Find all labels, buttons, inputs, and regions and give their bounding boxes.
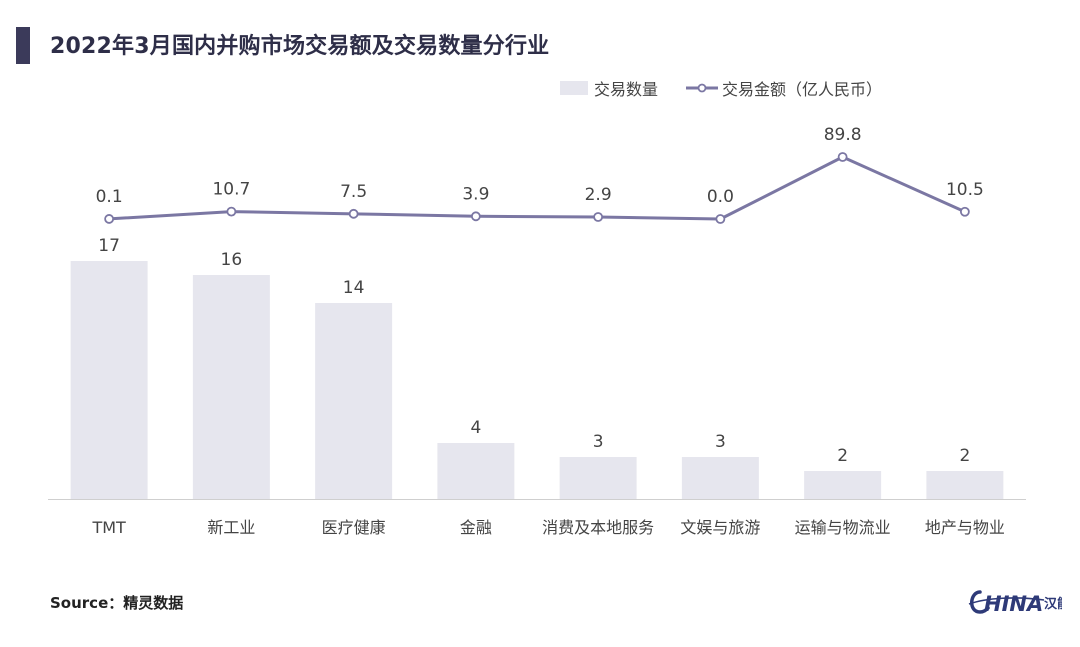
bar-label-2: 14 bbox=[343, 278, 365, 298]
line-point-3 bbox=[470, 211, 481, 222]
legend: 交易数量 交易金额（亿人民币） bbox=[560, 76, 882, 100]
series-line-amount bbox=[109, 155, 966, 221]
line-point-7 bbox=[959, 206, 970, 217]
x-tick-label-6: 运输与物流业 bbox=[795, 518, 891, 537]
line-label-0: 0.1 bbox=[96, 187, 123, 207]
line-label-1: 10.7 bbox=[212, 180, 250, 200]
line-label-2: 7.5 bbox=[340, 182, 367, 202]
x-tick-label-2: 医疗健康 bbox=[322, 518, 386, 537]
line-point-6 bbox=[837, 152, 848, 162]
legend-line-label: 交易金额（亿人民币） bbox=[722, 80, 883, 99]
bar-2 bbox=[315, 303, 393, 499]
line-point-0 bbox=[104, 214, 115, 224]
bar-label-5: 3 bbox=[715, 432, 726, 452]
bar-label-0: 17 bbox=[98, 236, 120, 256]
bar-label-3: 4 bbox=[470, 418, 481, 438]
x-tick-label-5: 文娱与旅游 bbox=[680, 518, 760, 537]
bar-4 bbox=[559, 457, 637, 499]
line-point-2 bbox=[348, 208, 359, 219]
bar-3 bbox=[437, 443, 515, 499]
hina-logo: HINA汉能 bbox=[968, 590, 1062, 616]
x-tick-label-7: 地产与物业 bbox=[925, 518, 1005, 537]
line-point-5 bbox=[715, 214, 726, 224]
line-point-1 bbox=[226, 206, 237, 217]
bar-label-6: 2 bbox=[837, 446, 848, 466]
line-label-5: 0.0 bbox=[707, 187, 734, 207]
title-accent-bar bbox=[16, 27, 30, 64]
bar-label-4: 3 bbox=[593, 432, 604, 452]
x-tick-label-3: 金融 bbox=[460, 518, 492, 537]
chart-title: 2022年3月国内并购市场交易额及交易数量分行业 bbox=[50, 34, 550, 59]
logo-glyph: 汉能 bbox=[1044, 596, 1062, 612]
logo-text: HINA bbox=[984, 592, 1043, 616]
line-label-3: 3.9 bbox=[462, 184, 489, 204]
line-point-4 bbox=[593, 212, 604, 222]
line-label-6: 89.8 bbox=[824, 125, 862, 145]
bar-7 bbox=[926, 471, 1004, 499]
legend-bar-label: 交易数量 bbox=[594, 80, 659, 99]
bar-0 bbox=[70, 261, 148, 499]
legend-bar-swatch bbox=[560, 81, 588, 95]
line-label-4: 2.9 bbox=[585, 185, 612, 205]
x-tick-label-4: 消费及本地服务 bbox=[542, 518, 654, 537]
bar-6 bbox=[804, 471, 882, 499]
source-note: Source：精灵数据 bbox=[50, 594, 184, 612]
bar-label-7: 2 bbox=[959, 446, 970, 466]
x-tick-label-1: 新工业 bbox=[207, 518, 255, 537]
bar-5 bbox=[681, 457, 759, 499]
bar-label-1: 16 bbox=[221, 250, 243, 270]
x-tick-label-0: TMT bbox=[91, 518, 126, 537]
bar-1 bbox=[192, 275, 270, 499]
line-label-7: 10.5 bbox=[946, 180, 984, 200]
legend-line-swatch bbox=[686, 83, 719, 93]
